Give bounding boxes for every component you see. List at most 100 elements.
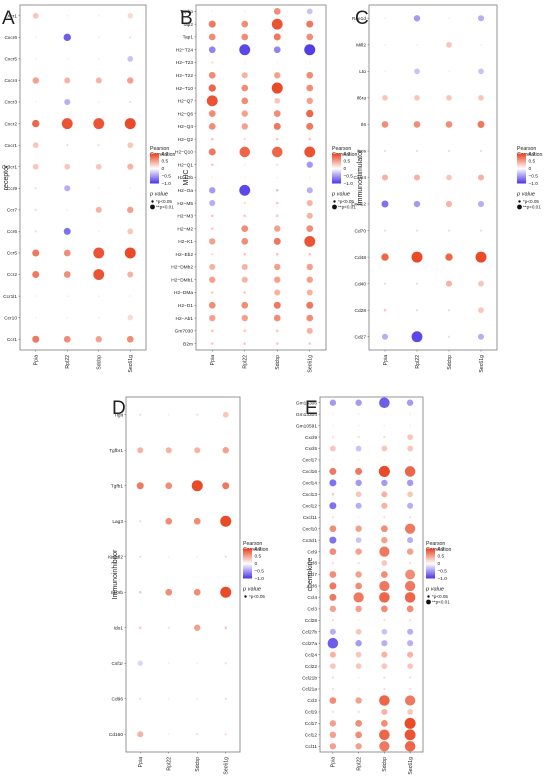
x-tick-label: Rpl22 — [415, 355, 421, 369]
data-point — [127, 77, 134, 84]
data-point — [196, 413, 199, 416]
y-tick-label: H2−T23 — [176, 60, 194, 66]
y-tick-label: Cd48 — [355, 255, 367, 261]
y-tick-label: Ccr6 — [7, 229, 17, 235]
data-point — [196, 662, 199, 665]
colorbar-tick-label: −1.0 — [255, 576, 265, 582]
data-point — [32, 271, 40, 279]
data-point — [241, 238, 249, 245]
data-point — [379, 397, 390, 409]
y-tick-label: H2−M3 — [177, 214, 193, 220]
data-point — [63, 227, 71, 235]
size-legend-title: p value — [516, 192, 535, 198]
data-point — [241, 301, 249, 309]
data-point — [34, 36, 37, 39]
data-point — [124, 247, 136, 259]
data-point — [97, 187, 100, 190]
y-tick-label: Mill2 — [356, 43, 366, 49]
y-tick-label: Tap2 — [183, 22, 194, 28]
data-point — [304, 44, 316, 56]
colorbar-tick-label: −1.0 — [344, 181, 354, 187]
y-tick-label: Cxcr2 — [4, 121, 17, 127]
y-tick-label: H2−Ab1 — [176, 316, 194, 322]
data-point — [445, 253, 453, 261]
data-point — [407, 663, 414, 669]
data-point — [381, 560, 388, 566]
data-point — [414, 95, 420, 101]
data-point — [331, 710, 334, 714]
data-point — [381, 605, 388, 613]
y-tick-label: Ccl2 — [307, 698, 317, 704]
data-point — [224, 697, 227, 700]
data-point — [273, 110, 281, 117]
data-point — [329, 663, 336, 669]
data-point — [32, 335, 40, 343]
data-point — [384, 17, 386, 20]
y-tick-label: Cxcl13 — [302, 492, 317, 498]
data-point — [304, 146, 316, 158]
data-point — [34, 316, 37, 319]
data-point — [64, 77, 71, 84]
data-point — [208, 46, 216, 54]
data-point — [241, 110, 248, 117]
y-tick-label: Cxcl11 — [303, 515, 318, 521]
y-tick-label: Cxcr1 — [4, 143, 17, 149]
data-point — [409, 676, 412, 679]
data-point — [384, 70, 386, 73]
data-point — [63, 335, 71, 343]
size-legend-label: **p<0.01 — [338, 205, 356, 210]
x-tick-label: Sdcbp — [447, 355, 453, 370]
data-point — [407, 709, 414, 715]
data-point — [124, 118, 136, 130]
y-tick-label: Kir3dl2 — [108, 554, 123, 560]
data-point — [381, 628, 388, 635]
data-point — [447, 229, 451, 232]
data-point — [220, 586, 232, 598]
data-point — [275, 252, 279, 256]
data-point — [478, 95, 484, 101]
data-point — [32, 142, 39, 149]
data-point — [406, 548, 414, 555]
data-point — [355, 491, 362, 498]
data-point — [477, 120, 485, 128]
data-point — [404, 592, 416, 603]
y-tick-label: H2−Oa — [178, 188, 194, 194]
data-point — [273, 8, 281, 15]
data-point — [276, 176, 279, 179]
data-point — [193, 517, 201, 525]
data-point — [357, 435, 360, 439]
data-point — [355, 399, 362, 406]
y-tick-label: H2−T24 — [176, 47, 194, 53]
data-point — [306, 84, 314, 92]
data-point — [357, 424, 360, 427]
data-point — [241, 225, 249, 232]
data-point — [329, 445, 336, 452]
colorbar-title: Pearson — [332, 146, 351, 152]
y-tick-label: Ccl6 — [307, 584, 317, 590]
data-point — [196, 733, 199, 736]
data-point — [329, 502, 337, 510]
data-point — [331, 561, 334, 565]
y-tick-label: Il10rb — [111, 590, 123, 596]
data-point — [405, 569, 416, 580]
data-point — [331, 516, 334, 519]
size-legend-label: *p<0.05 — [338, 199, 354, 204]
data-point — [210, 342, 214, 345]
data-point — [273, 314, 281, 322]
data-point — [329, 536, 337, 544]
y-tick-label: Cxcr3 — [4, 100, 17, 106]
data-point — [276, 163, 279, 166]
data-point — [331, 424, 334, 427]
data-point — [446, 174, 452, 181]
data-point — [32, 12, 39, 19]
y-tick-label: Cxcl12 — [351, 202, 366, 208]
data-point — [196, 555, 199, 558]
data-point — [241, 72, 248, 79]
data-point — [355, 743, 362, 750]
y-tick-label: H2−Eb2 — [176, 252, 194, 258]
data-point — [409, 516, 412, 519]
